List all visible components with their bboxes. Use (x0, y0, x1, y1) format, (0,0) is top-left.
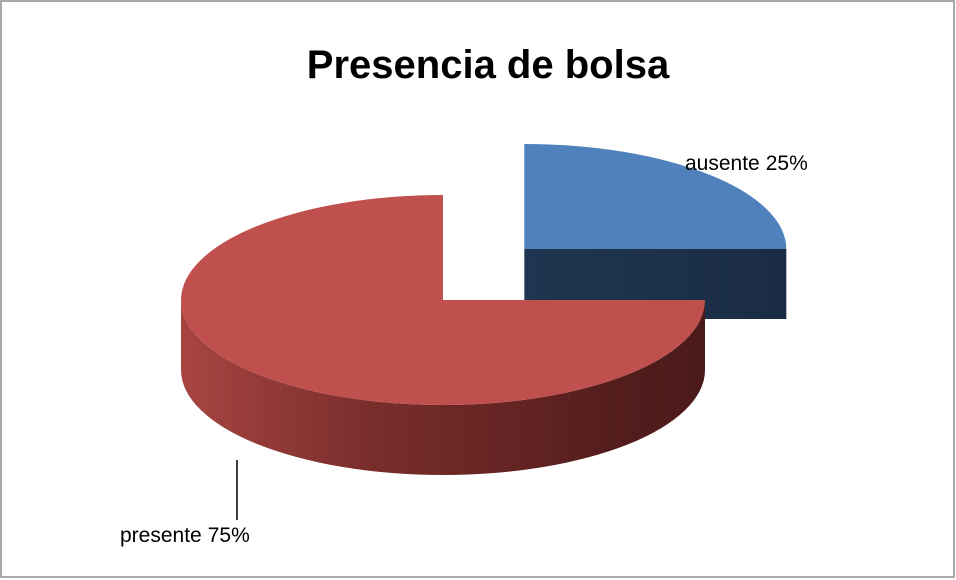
slice (181, 195, 705, 405)
data-label: presente 75% (120, 524, 250, 547)
data-label: ausente 25% (685, 152, 808, 175)
data-label-category: ausente (685, 152, 760, 175)
data-label-value: 75% (208, 524, 250, 547)
slice (524, 144, 787, 250)
data-label-value: 25% (766, 152, 808, 175)
chart-title: Presencia de bolsa (307, 43, 670, 87)
data-label-category: presente (120, 524, 202, 547)
slice-side (181, 300, 705, 475)
